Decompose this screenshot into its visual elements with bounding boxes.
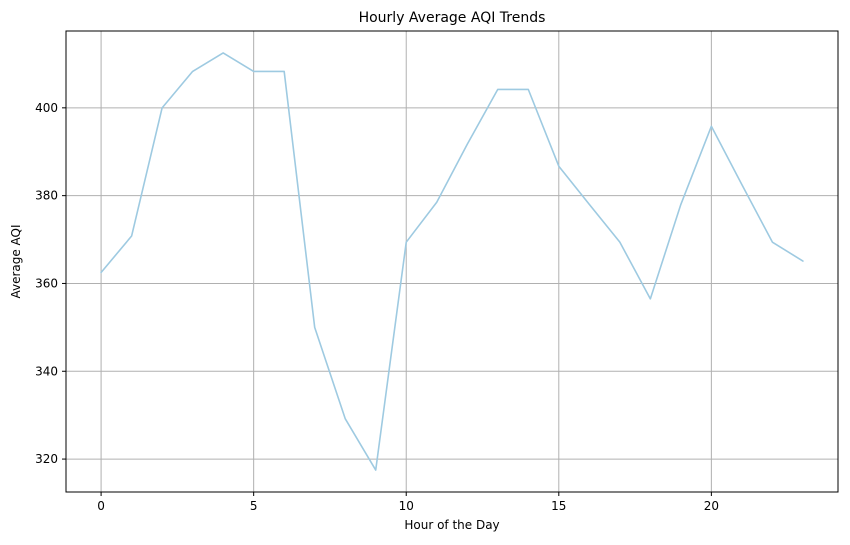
- x-tick-label: 0: [97, 499, 105, 513]
- y-tick-label: 320: [35, 452, 58, 466]
- y-axis-ticks: 320 340 360 380 400: [35, 101, 66, 466]
- series-layer: [100, 52, 804, 471]
- x-tick-label: 5: [250, 499, 258, 513]
- x-axis-ticks: 0 5 10 15 20: [97, 492, 719, 513]
- x-tick-label: 15: [551, 499, 566, 513]
- x-axis-label: Hour of the Day: [404, 518, 499, 532]
- x-tick-label: 20: [704, 499, 719, 513]
- aqi-series-line: [100, 52, 804, 471]
- y-tick-label: 340: [35, 364, 58, 378]
- plot-frame: [65, 30, 839, 493]
- y-tick-label: 400: [35, 101, 58, 115]
- y-tick-label: 380: [35, 189, 58, 203]
- grid-layer: [66, 31, 838, 492]
- x-tick-label: 10: [399, 499, 414, 513]
- y-tick-label: 360: [35, 276, 58, 290]
- y-axis-label: Average AQI: [9, 224, 23, 298]
- chart-title: Hourly Average AQI Trends: [359, 10, 546, 26]
